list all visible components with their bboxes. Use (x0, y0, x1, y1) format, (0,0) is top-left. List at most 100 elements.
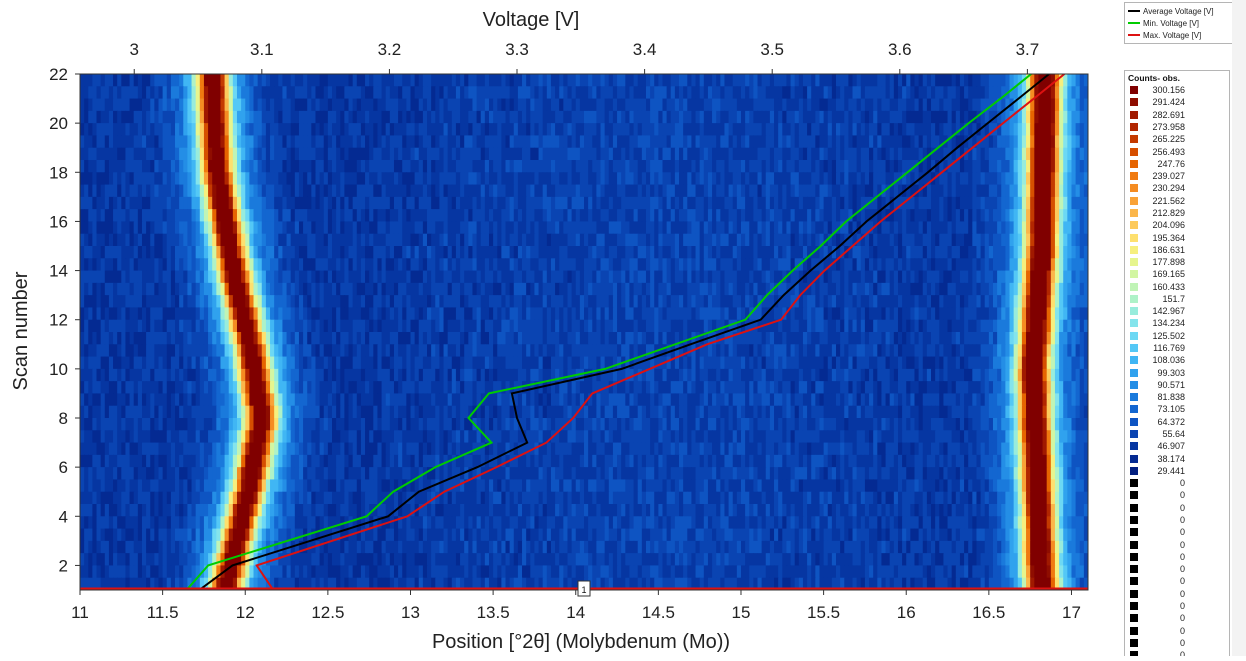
heatmap-cell (674, 209, 680, 223)
heatmap-cell (439, 123, 445, 137)
heatmap-cell (579, 172, 585, 186)
heatmap-cell (104, 295, 110, 309)
heatmap-cell (402, 295, 407, 309)
heatmap-cell (918, 196, 924, 210)
heatmap-cell (88, 233, 93, 247)
heatmap-cell (716, 135, 721, 149)
heatmap-cell (604, 160, 610, 173)
heatmap-cell (893, 295, 899, 309)
heatmap-cell (439, 319, 445, 333)
heatmap-cell (146, 270, 151, 284)
heatmap-cell (236, 209, 242, 223)
heatmap-cell (84, 282, 89, 296)
heatmap-cell (307, 86, 312, 100)
heatmap-cell (203, 196, 209, 210)
heatmap-cell (856, 258, 862, 272)
heatmap-cell (236, 282, 242, 296)
heatmap-cell (922, 246, 928, 259)
heatmap-cell (959, 135, 965, 149)
heatmap-cell (414, 184, 420, 198)
heatmap-cell (935, 282, 940, 296)
heatmap-cell (881, 110, 887, 124)
heatmap-cell (976, 74, 982, 87)
heatmap-cell (100, 98, 106, 112)
heatmap-cell (794, 98, 800, 112)
heatmap-cell (480, 123, 486, 137)
heatmap-cell (402, 172, 407, 186)
heatmap-cell (522, 282, 527, 296)
heatmap-cell (327, 246, 333, 259)
heatmap-cell (563, 74, 569, 87)
heatmap-cell (695, 98, 701, 112)
heatmap-cell (1059, 233, 1064, 247)
heatmap-cell (840, 258, 845, 272)
heatmap-cell (121, 319, 127, 333)
heatmap-cell (885, 221, 891, 235)
heatmap-cell (976, 160, 982, 173)
heatmap-cell (493, 221, 498, 235)
heatmap-cell (406, 258, 412, 272)
heatmap-cell (683, 282, 688, 296)
heatmap-cell (360, 246, 366, 259)
heatmap-cell (435, 270, 441, 284)
heatmap-cell (224, 270, 230, 284)
heatmap-cell (778, 209, 783, 223)
heatmap-cell (670, 74, 676, 87)
heatmap-cell (344, 233, 350, 247)
heatmap-cell (674, 147, 680, 161)
heatmap-cell (121, 246, 127, 259)
heatmap-cell (674, 135, 680, 149)
heatmap-cell (906, 160, 911, 173)
heatmap-cell (633, 221, 639, 235)
heatmap-cell (203, 160, 209, 173)
heatmap-cell (154, 98, 160, 112)
heatmap-cell (232, 233, 238, 247)
heatmap-cell (220, 98, 226, 112)
heatmap-cell (625, 74, 631, 87)
heatmap-cell (691, 233, 697, 247)
heatmap-cell (1038, 258, 1044, 272)
heatmap-cell (807, 196, 812, 210)
heatmap-cell (92, 86, 98, 100)
heatmap-cell (1030, 123, 1035, 137)
heatmap-cell (517, 160, 523, 173)
heatmap-cell (381, 74, 387, 87)
heatmap-cell (406, 209, 412, 223)
heatmap-cell (517, 147, 523, 161)
heatmap-cell (889, 123, 895, 137)
heatmap-cell (670, 98, 676, 112)
heatmap-cell (703, 147, 709, 161)
heatmap-cell (369, 135, 374, 149)
heatmap-cell (662, 209, 668, 223)
heatmap-cell (695, 135, 701, 149)
heatmap-cell (608, 135, 614, 149)
heatmap-cell (592, 295, 597, 309)
heatmap-cell (96, 135, 102, 149)
heatmap-cell (840, 295, 845, 309)
heatmap-cell (315, 147, 321, 161)
heatmap-cell (385, 147, 391, 161)
heatmap-cell (455, 184, 461, 198)
heatmap-cell (703, 196, 709, 210)
heatmap-cell (199, 221, 205, 235)
heatmap-cell (464, 319, 469, 333)
heatmap-cell (1063, 123, 1068, 137)
heatmap-cell (286, 319, 292, 333)
heatmap-cell (984, 282, 990, 296)
heatmap-cell (666, 184, 672, 198)
heatmap-cell (844, 258, 849, 272)
heatmap-cell (827, 307, 833, 321)
heatmap-cell (559, 98, 564, 112)
heatmap-cell (261, 270, 267, 284)
heatmap-cell (468, 98, 474, 112)
heatmap-cell (959, 307, 965, 321)
heatmap-cell (633, 246, 639, 259)
heatmap-cell (146, 319, 151, 333)
heatmap-cell (447, 319, 453, 333)
heatmap-cell (608, 258, 614, 272)
heatmap-cell (914, 221, 920, 235)
heatmap-cell (113, 270, 118, 284)
heatmap-cell (431, 282, 436, 296)
heatmap-cell (369, 184, 374, 198)
heatmap-cell (774, 307, 779, 321)
